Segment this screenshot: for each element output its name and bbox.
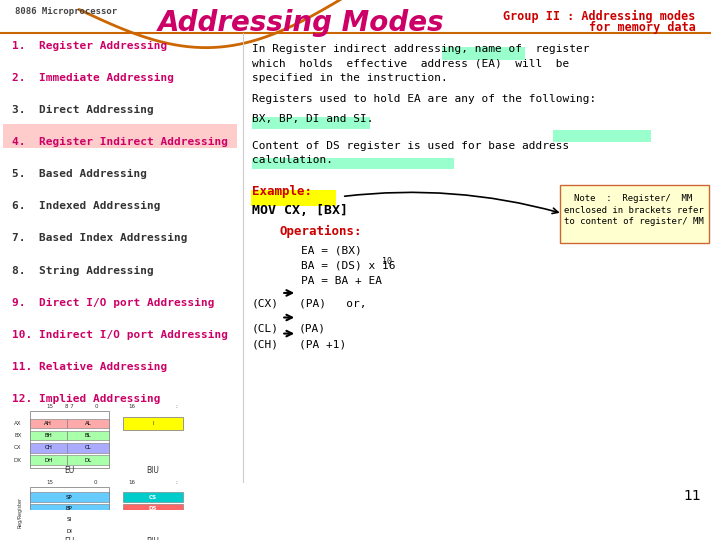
Text: 2.  Immediate Addressing: 2. Immediate Addressing [12, 73, 174, 83]
Text: 10: 10 [382, 257, 392, 266]
Text: 0: 0 [95, 404, 99, 409]
Text: (CX): (CX) [252, 299, 279, 308]
Text: Content of DS register is used for base address: Content of DS register is used for base … [252, 141, 569, 151]
Text: BA = (DS) x 16: BA = (DS) x 16 [301, 261, 395, 271]
FancyBboxPatch shape [252, 158, 370, 169]
Text: (PA +1): (PA +1) [299, 339, 346, 349]
Text: which  holds  effective  address (EA)  will  be: which holds effective address (EA) will … [252, 58, 569, 69]
Text: 15: 15 [46, 404, 53, 409]
FancyBboxPatch shape [251, 190, 336, 206]
FancyBboxPatch shape [67, 455, 109, 465]
FancyBboxPatch shape [30, 504, 109, 513]
Text: 12. Implied Addressing: 12. Implied Addressing [12, 394, 161, 404]
Text: 7.  Based Index Addressing: 7. Based Index Addressing [12, 233, 187, 244]
Text: AL: AL [84, 421, 91, 426]
Text: BL: BL [84, 433, 91, 438]
Text: DH: DH [44, 458, 53, 463]
Text: BH: BH [45, 433, 53, 438]
Text: 10. Indirect I/O port Addressing: 10. Indirect I/O port Addressing [12, 330, 228, 340]
FancyBboxPatch shape [30, 526, 109, 536]
Text: SI: SI [66, 517, 72, 522]
Text: EU: EU [64, 467, 74, 475]
FancyBboxPatch shape [123, 515, 183, 524]
Text: (PA): (PA) [299, 323, 326, 333]
Text: Group II : Addressing modes: Group II : Addressing modes [503, 9, 696, 23]
Text: Note  :  Register/  MM
enclosed in brackets refer
to content of register/ MM: Note : Register/ MM enclosed in brackets… [564, 194, 703, 226]
FancyBboxPatch shape [325, 158, 454, 169]
Text: EU: EU [64, 537, 74, 540]
FancyBboxPatch shape [442, 47, 525, 60]
FancyBboxPatch shape [30, 418, 67, 428]
Text: PA = BA + EA: PA = BA + EA [301, 276, 382, 286]
Text: DS: DS [149, 506, 157, 511]
Text: CS: CS [149, 495, 157, 500]
Text: 5.  Based Addressing: 5. Based Addressing [12, 169, 147, 179]
Text: (CL): (CL) [252, 323, 279, 333]
Text: Registers used to hold EA are any of the following:: Registers used to hold EA are any of the… [252, 93, 596, 104]
Text: DX: DX [14, 458, 22, 463]
Text: for memory data: for memory data [589, 21, 696, 34]
Text: BIU: BIU [147, 537, 159, 540]
FancyBboxPatch shape [553, 130, 652, 141]
FancyBboxPatch shape [123, 526, 183, 536]
Text: 15: 15 [46, 480, 53, 485]
FancyBboxPatch shape [123, 492, 183, 502]
Text: :: : [176, 480, 178, 485]
FancyBboxPatch shape [67, 418, 109, 428]
Text: DI: DI [66, 529, 72, 534]
Text: 8.  String Addressing: 8. String Addressing [12, 266, 153, 275]
Text: :: : [176, 404, 178, 409]
Text: 9.  Direct I/O port Addressing: 9. Direct I/O port Addressing [12, 298, 215, 308]
Text: specified in the instruction.: specified in the instruction. [252, 73, 447, 83]
Text: Addressing Modes: Addressing Modes [158, 9, 444, 37]
Text: 11. Relative Addressing: 11. Relative Addressing [12, 362, 167, 372]
Text: AX: AX [14, 421, 22, 426]
Text: AH: AH [45, 421, 53, 426]
Text: 8086 Microprocessor: 8086 Microprocessor [15, 6, 117, 16]
Text: 16: 16 [128, 480, 135, 485]
Text: 6.  Indexed Addressing: 6. Indexed Addressing [12, 201, 161, 211]
Text: Example:: Example: [252, 185, 312, 198]
FancyBboxPatch shape [3, 124, 237, 149]
FancyBboxPatch shape [30, 455, 67, 465]
Text: 1.  Register Addressing: 1. Register Addressing [12, 40, 167, 51]
Text: SS: SS [149, 517, 157, 522]
Text: In Register indirect addressing, name of  register: In Register indirect addressing, name of… [252, 44, 589, 55]
FancyBboxPatch shape [30, 515, 109, 524]
Text: BP: BP [66, 506, 73, 511]
Text: EA = (BX): EA = (BX) [301, 246, 361, 256]
Text: (PA)   or,: (PA) or, [299, 299, 366, 308]
Text: BX: BX [14, 433, 22, 438]
Text: CX: CX [14, 446, 22, 450]
Text: 3.  Direct Addressing: 3. Direct Addressing [12, 105, 153, 115]
Text: CL: CL [84, 446, 91, 450]
Text: calculation.: calculation. [252, 155, 333, 165]
Text: 4.  Register Indirect Addressing: 4. Register Indirect Addressing [12, 137, 228, 147]
Text: ES: ES [149, 529, 157, 534]
FancyBboxPatch shape [67, 443, 109, 453]
Text: DL: DL [84, 458, 91, 463]
Text: I: I [152, 421, 154, 426]
Text: (CH): (CH) [252, 339, 279, 349]
Text: 0: 0 [93, 480, 96, 485]
Text: SP: SP [66, 495, 73, 500]
FancyBboxPatch shape [559, 185, 708, 243]
FancyBboxPatch shape [123, 417, 183, 430]
Text: 8 7: 8 7 [65, 404, 73, 409]
Text: MOV CX, [BX]: MOV CX, [BX] [252, 204, 348, 217]
Text: BX, BP, DI and SI.: BX, BP, DI and SI. [252, 114, 373, 124]
FancyBboxPatch shape [123, 504, 183, 513]
FancyBboxPatch shape [30, 431, 67, 440]
FancyBboxPatch shape [67, 431, 109, 440]
Text: Operations:: Operations: [279, 225, 361, 238]
Text: CH: CH [45, 446, 53, 450]
FancyBboxPatch shape [30, 492, 109, 502]
FancyBboxPatch shape [30, 443, 67, 453]
Text: 11: 11 [683, 489, 701, 503]
FancyBboxPatch shape [252, 117, 370, 130]
Text: BIU: BIU [147, 467, 159, 475]
Text: Reg/Register: Reg/Register [17, 497, 22, 528]
Text: 16: 16 [128, 404, 135, 409]
